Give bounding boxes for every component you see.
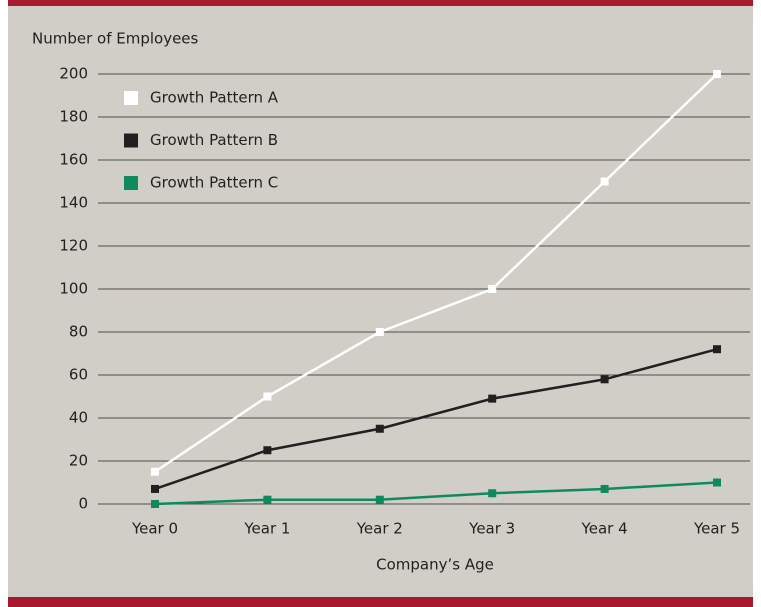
x-tick-label: Year 2 <box>356 520 403 538</box>
y-tick-label: 20 <box>69 452 88 470</box>
legend-swatch <box>124 91 138 105</box>
point-marker <box>375 424 384 433</box>
y-tick-label: 40 <box>69 409 88 427</box>
point-marker <box>151 484 159 493</box>
y-tick-label: 140 <box>59 194 88 212</box>
point-marker <box>151 467 159 476</box>
point-marker <box>263 446 272 455</box>
legend-label: Growth Pattern B <box>150 131 278 149</box>
y-tick-label: 180 <box>59 108 88 126</box>
point-marker <box>375 328 384 336</box>
x-tick-label: Year 3 <box>468 520 515 538</box>
x-axis-label: Company’s Age <box>376 556 494 574</box>
top-bar <box>8 0 753 6</box>
legend-label: Growth Pattern A <box>150 89 279 107</box>
series-line <box>154 347 718 491</box>
point-marker <box>713 70 721 78</box>
y-axis-label: Number of Employees <box>32 30 199 48</box>
point-marker <box>488 394 497 403</box>
y-tick-label: 120 <box>59 237 88 255</box>
x-tick-label: Year 4 <box>581 520 628 538</box>
point-marker <box>713 478 721 487</box>
point-marker <box>600 484 609 493</box>
point-marker <box>488 489 497 498</box>
point-marker <box>375 495 384 504</box>
x-tick-label: Year 0 <box>131 520 178 538</box>
background <box>8 0 753 607</box>
point-marker <box>151 500 159 508</box>
point-marker <box>600 375 609 384</box>
legend-label: Growth Pattern C <box>150 174 278 192</box>
x-tick-label: Year 5 <box>693 520 740 538</box>
legend-swatch <box>124 176 138 190</box>
y-tick-label: 200 <box>59 65 88 83</box>
legend-swatch <box>124 133 138 148</box>
point-marker <box>263 495 272 504</box>
point-marker <box>488 285 497 293</box>
point-marker <box>263 392 272 401</box>
y-tick-label: 100 <box>59 280 88 298</box>
series-line <box>154 73 718 473</box>
point-marker <box>600 177 609 186</box>
x-tick-label: Year 1 <box>243 520 290 538</box>
y-tick-label: 60 <box>69 366 88 384</box>
y-tick-label: 0 <box>78 495 88 513</box>
y-tick-label: 160 <box>59 151 88 169</box>
y-tick-label: 80 <box>69 323 88 341</box>
bottom-bar <box>8 597 753 607</box>
point-marker <box>713 345 721 354</box>
series-line <box>154 481 718 506</box>
